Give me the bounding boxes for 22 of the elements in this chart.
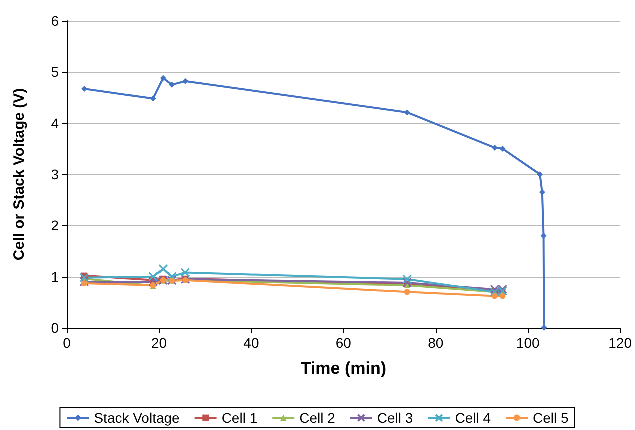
x-tick-label: 20 [151, 335, 168, 351]
x-tick-label: 100 [516, 335, 540, 351]
y-tick-label: 5 [51, 64, 60, 80]
x-tick-label: 0 [63, 335, 72, 351]
y-tick-label: 6 [51, 13, 60, 29]
y-tick-label: 1 [51, 268, 60, 285]
y-tick-label: 0 [51, 320, 60, 336]
x-axis-title: Time (min) [300, 359, 386, 378]
legend-label: Cell 2 [300, 410, 336, 426]
x-tick-label: 60 [336, 335, 352, 351]
y-axis-title: Cell or Stack Voltage (V) [11, 88, 28, 261]
legend-label: Cell 5 [532, 410, 570, 426]
y-tick-label: 3 [51, 166, 60, 182]
legend-label: Cell 3 [377, 410, 414, 426]
x-tick-label: 40 [244, 335, 260, 351]
legend-label: Cell 4 [455, 410, 492, 426]
x-tick-label: 80 [428, 335, 444, 351]
y-tick-label: 4 [51, 115, 60, 132]
x-tick-label: 120 [608, 335, 632, 351]
legend-label: Stack Voltage [94, 410, 180, 426]
legend-label: Cell 1 [222, 410, 258, 426]
y-tick-label: 2 [51, 218, 60, 234]
